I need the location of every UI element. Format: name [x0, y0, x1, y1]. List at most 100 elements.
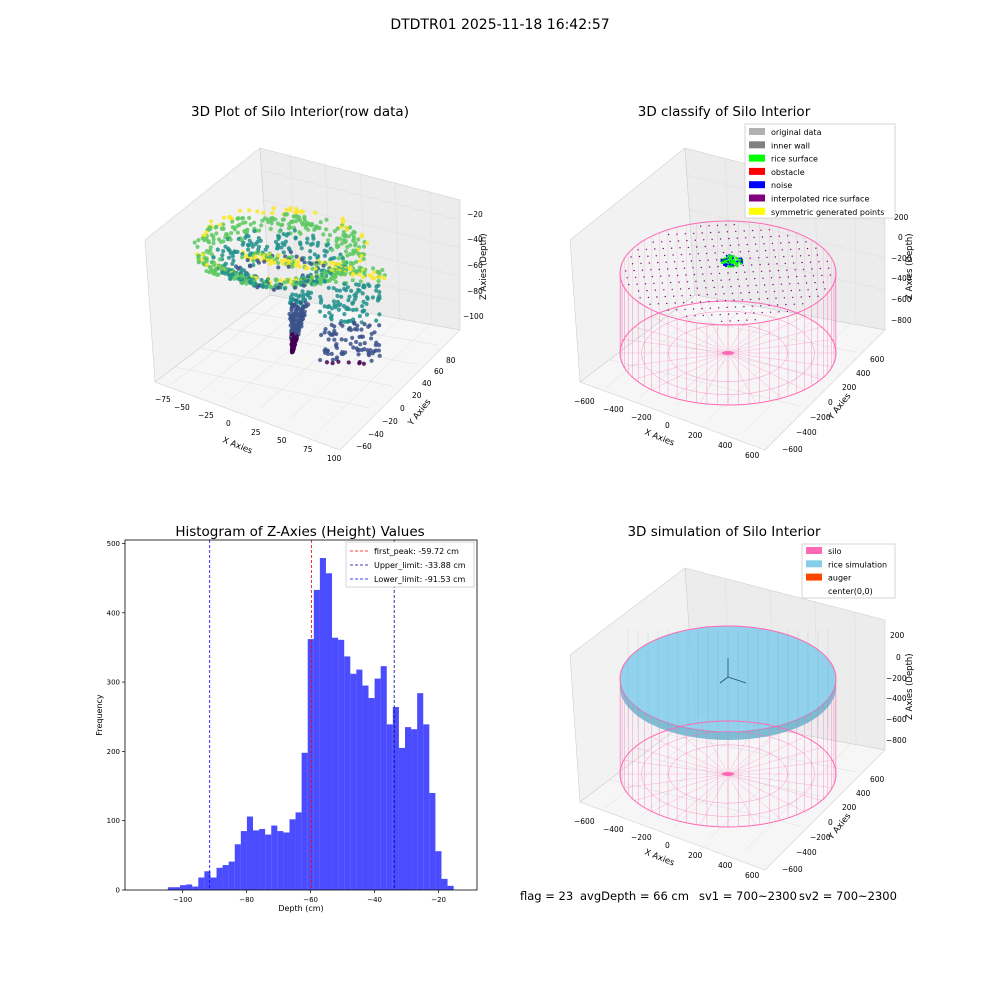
raw-point: [334, 238, 339, 244]
raw-point: [202, 238, 207, 243]
raw-point: [291, 214, 296, 219]
classify-interpolated-point: [700, 266, 702, 269]
simulation-silo-floor-spoke: [699, 722, 729, 775]
raw-point: [218, 222, 223, 227]
raw-point: [354, 307, 359, 312]
classify-interpolated-point: [633, 269, 635, 272]
classify-interpolated-point: [772, 283, 774, 286]
raw-point: [332, 324, 337, 329]
classify-point: [731, 261, 734, 265]
raw-point: [359, 234, 364, 239]
raw-point: [311, 236, 316, 241]
classify-interpolated-point: [664, 295, 666, 298]
raw-ytick: 20: [412, 391, 422, 400]
raw-point-cloud: [192, 206, 387, 366]
classify-interpolated-point: [774, 256, 777, 258]
histogram-bar: [374, 678, 381, 890]
classify-interpolated-point: [822, 281, 825, 283]
classify-interpolated-point: [657, 303, 660, 305]
classify-point: [734, 261, 738, 265]
classify-interpolated-point: [744, 271, 746, 273]
classify-interpolated-point: [670, 281, 672, 284]
raw-point: [322, 313, 328, 319]
classify-interpolated-point: [760, 270, 763, 273]
simulation-xtick: 200: [688, 851, 703, 860]
raw-ytick: 60: [434, 367, 444, 376]
raw-point: [360, 274, 366, 280]
raw-point: [376, 279, 381, 284]
classify-ytick: 400: [856, 369, 871, 378]
classify-interpolated-point: [783, 255, 785, 258]
classify-interpolated-point: [727, 272, 729, 274]
classify-legend-label: inner wall: [771, 141, 810, 150]
classify-interpolated-point: [796, 241, 799, 243]
raw-point: [324, 360, 330, 365]
raw-point: [209, 219, 214, 224]
classify-ztick: 200: [894, 213, 909, 222]
classify-interpolated-point: [706, 252, 708, 255]
histogram-bar: [362, 685, 369, 890]
raw-point: [259, 223, 264, 228]
classify-point: [725, 259, 728, 262]
classify-ztick: −200: [891, 254, 912, 263]
classify-interpolated-point: [636, 283, 638, 285]
raw-point: [353, 243, 358, 248]
raw-point: [335, 271, 340, 276]
classify-point: [736, 260, 739, 263]
classify-interpolated-point: [730, 285, 732, 288]
classify-interpolated-point: [776, 263, 778, 265]
classify-point: [727, 265, 731, 268]
classify-interpolated-point: [781, 249, 783, 251]
raw-ztick: −40: [467, 235, 483, 244]
classify-interpolated-point: [721, 320, 723, 323]
classify-point: [732, 254, 735, 258]
classify-interpolated-point: [713, 286, 715, 289]
classify-interpolated-point: [682, 301, 685, 304]
histogram-xtick-label: −40: [367, 896, 382, 904]
classify-interpolated-point: [704, 245, 706, 248]
histogram-bar: [283, 832, 290, 890]
classify-interpolated-point: [728, 237, 730, 240]
simulation-silo-floor-spoke: [727, 773, 783, 821]
classify-point: [728, 259, 731, 262]
simulation-ztick: −200: [886, 674, 907, 683]
histogram-bar: [435, 851, 442, 890]
simulation-silo-floor-spoke: [651, 773, 729, 812]
raw-point: [356, 282, 361, 288]
classify-interpolated-point: [762, 277, 764, 279]
classify-interpolated-point: [770, 235, 772, 238]
classify-interpolated-point: [673, 295, 675, 297]
classify-zlabel: Z Axies (Depth): [905, 233, 915, 300]
classify-interpolated-point: [715, 293, 717, 295]
classify-interpolated-point: [797, 282, 799, 285]
raw-point: [307, 255, 313, 260]
classify-interpolated-point: [819, 267, 822, 270]
histogram-bar: [167, 887, 174, 890]
classify-legend-swatch: [749, 181, 765, 189]
raw-point: [377, 323, 382, 328]
classify-interpolated-point: [747, 285, 749, 287]
simulation-ytick: −600: [782, 865, 803, 874]
histogram-bar: [405, 727, 412, 890]
simulation-legend-swatch: [806, 586, 822, 594]
simulation-axis-ticks: −600 −400 −200 0 200 400 600 600 400 200…: [574, 631, 907, 880]
raw-point: [345, 319, 350, 324]
classify-interpolated-point: [753, 236, 755, 239]
histogram-xtick-label: −60: [303, 896, 318, 904]
simulation-legend-label: rice simulation: [828, 560, 887, 569]
raw-point: [325, 305, 330, 310]
classify-legend-label: symmetric generated points: [771, 208, 884, 217]
classify-interpolated-point: [731, 251, 733, 253]
classify-interpolated-point: [775, 297, 777, 299]
classify-silo-floor-spoke: [727, 352, 822, 380]
classify-ytick: 600: [870, 355, 885, 364]
raw-point: [218, 239, 224, 244]
classify-interpolated-point: [658, 268, 660, 271]
histogram-ytick-label: 500: [107, 540, 120, 548]
raw-point: [230, 261, 235, 266]
histogram-bar: [173, 887, 181, 890]
classify-interpolated-point: [768, 304, 770, 307]
classify-legend-swatch: [749, 154, 765, 162]
raw-point: [228, 237, 233, 242]
raw-point: [252, 283, 257, 288]
